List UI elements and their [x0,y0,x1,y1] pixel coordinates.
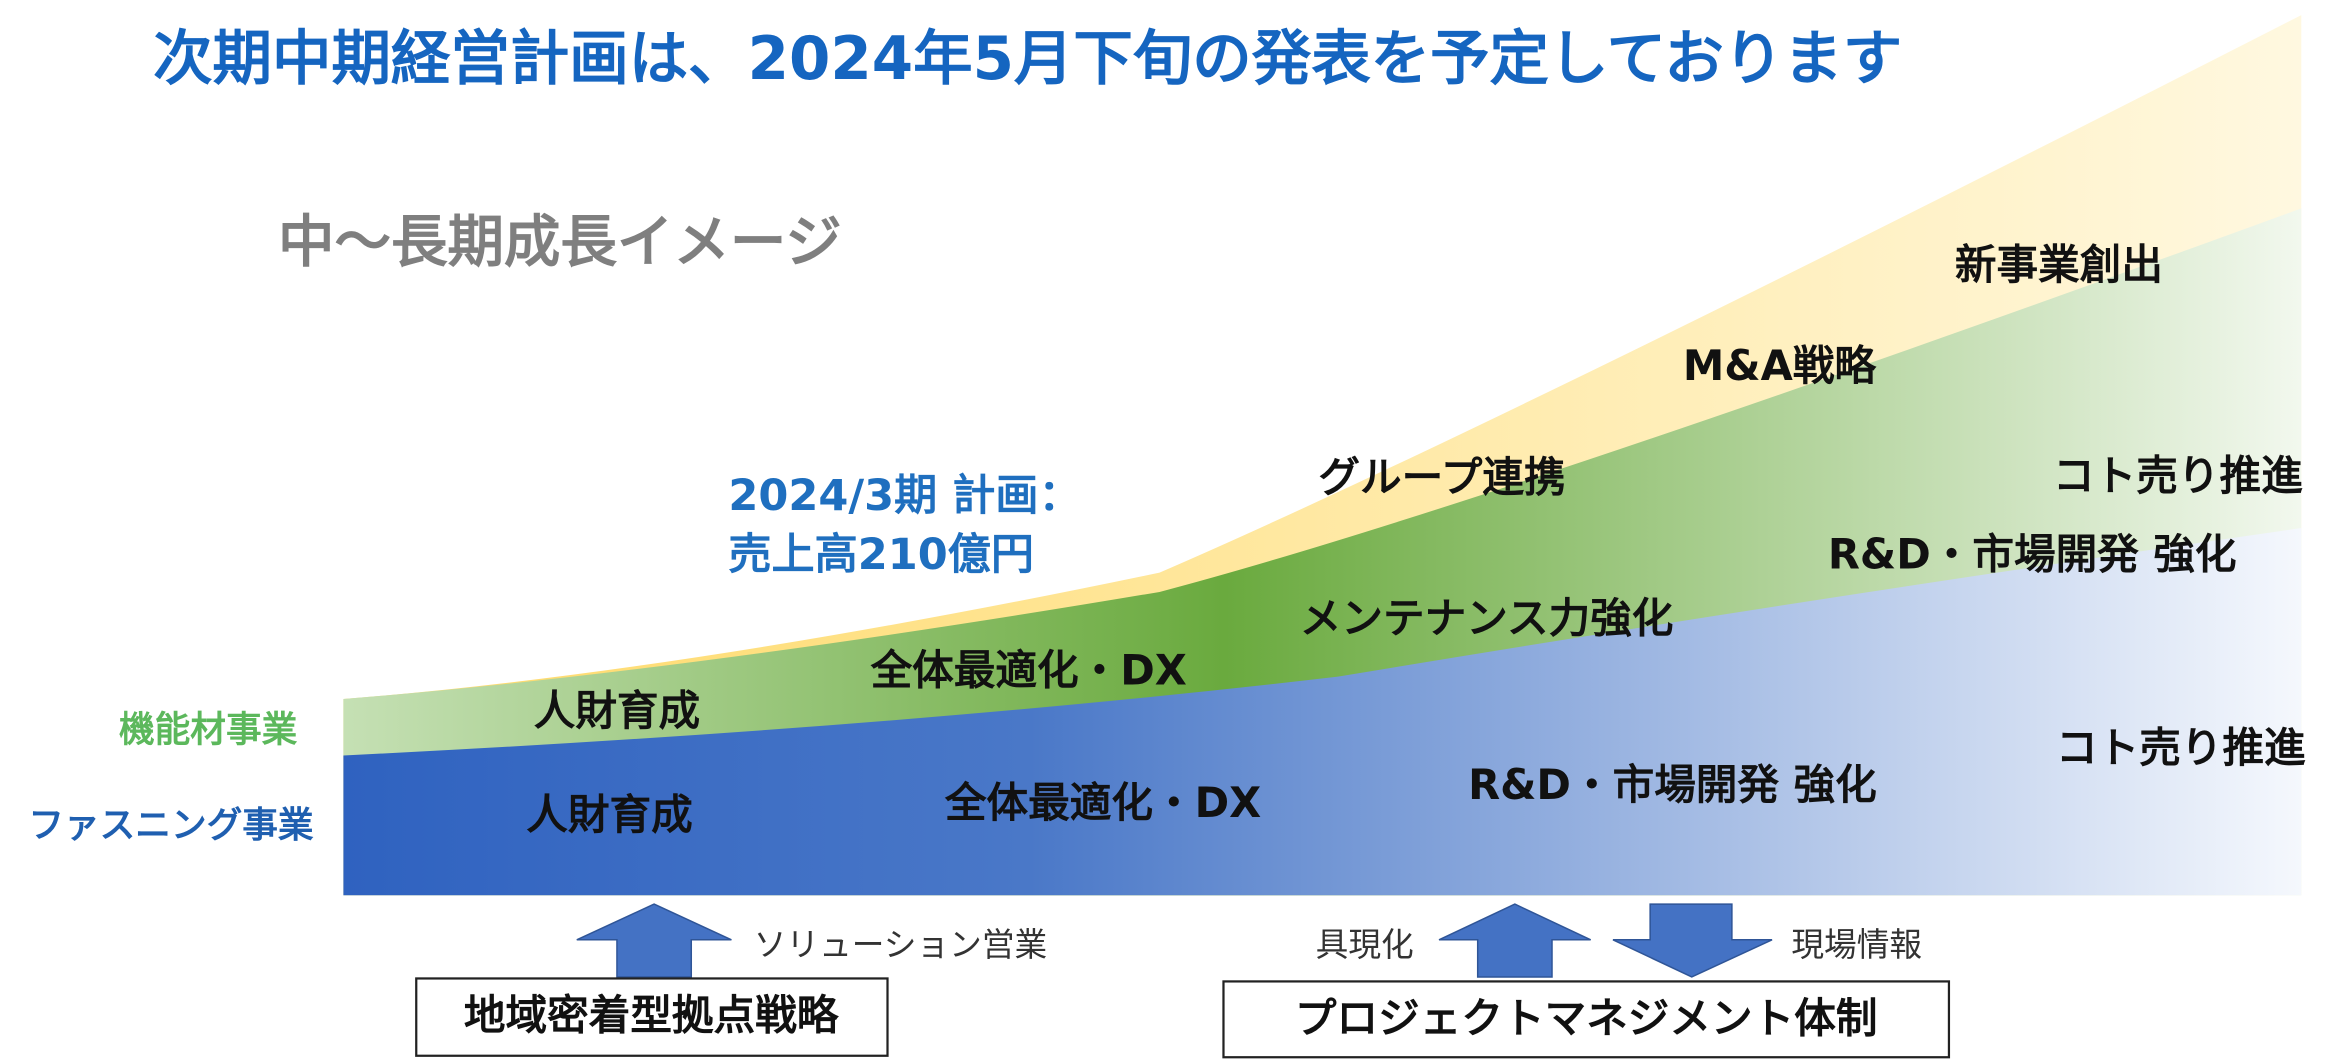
area-label: 人財育成 [534,686,700,735]
box [415,977,889,1057]
area-label: R&D・市場開発 強化 [1828,530,2237,579]
annotation: 2024/3期 計画： [728,471,1081,521]
area-label: メンテナンス力強化 [1300,594,1674,643]
arrow-label: ソリューション営業 [754,926,1048,964]
annotation: 売上高210億円 [728,530,1034,580]
area-label: 全体最適化・DX [944,778,1261,827]
title: 次期中期経営計画は、2024年5月下旬の発表を予定しております [153,25,1902,94]
arrow-label: 現場情報 [1791,926,1922,964]
area-label: R&D・市場開発 強化 [1468,760,1877,809]
area-label: グループ連携 [1318,452,1565,501]
box-label: 地域密着型拠点戦略 [464,991,840,1040]
segment-label: 機能材事業 [119,710,298,751]
box-label: プロジェクトマネジメント体制 [1295,994,1878,1043]
area-label: コト売り推進 [2053,451,2303,500]
blue-area [343,528,2302,896]
area-label: 新事業創出 [1955,240,2163,289]
area-label: M&A戦略 [1683,341,1878,390]
segment-label: ファスニング事業 [28,805,314,846]
up-arrow [576,903,732,978]
subtitle: 中〜長期成長イメージ [278,210,842,275]
box [1222,980,1951,1059]
arrow-label: 具現化 [1316,926,1414,964]
area-label: 人財育成 [526,790,692,839]
down-arrow [1612,903,1773,978]
up-arrow [1438,903,1591,978]
area-label: コト売り推進 [2056,723,2306,772]
area-label: 全体最適化・DX [870,646,1187,695]
